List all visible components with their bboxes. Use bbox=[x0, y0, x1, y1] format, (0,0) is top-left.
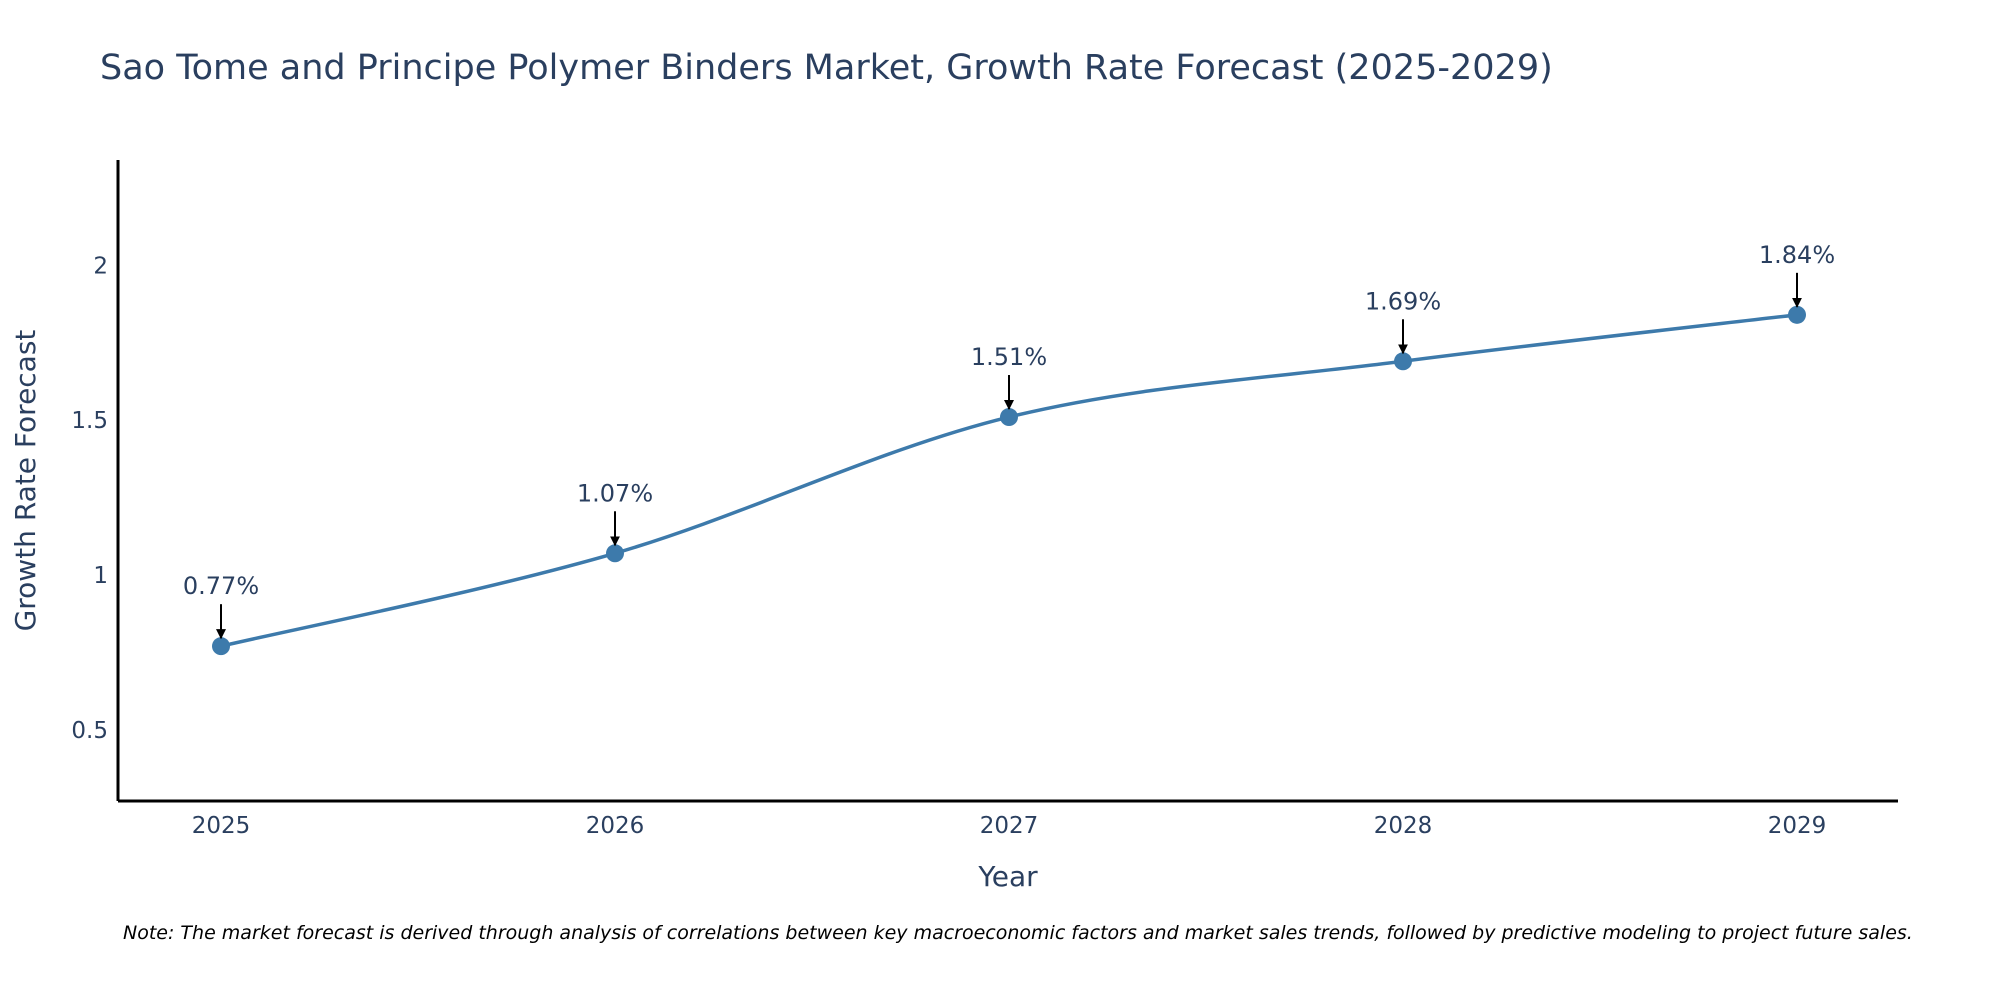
y-tick-label: 0.5 bbox=[71, 718, 108, 744]
data-annotations: 0.77% 1.07% 1.51% 1.69% 1.84% bbox=[183, 241, 1835, 640]
data-label: 1.07% bbox=[577, 479, 653, 507]
data-label: 0.77% bbox=[183, 572, 259, 600]
x-axis-title: Year bbox=[977, 860, 1038, 893]
x-tick-label: 2029 bbox=[1768, 813, 1827, 839]
x-tick-labels: 2025 2026 2027 2028 2029 bbox=[192, 813, 1827, 839]
x-tick-label: 2027 bbox=[980, 813, 1039, 839]
data-markers bbox=[212, 305, 1806, 656]
chart-title: Sao Tome and Principe Polymer Binders Ma… bbox=[100, 48, 1553, 88]
y-tick-labels: 0.5 1 1.5 2 bbox=[71, 253, 108, 743]
data-label: 1.84% bbox=[1759, 241, 1835, 269]
x-tick-label: 2025 bbox=[192, 813, 251, 839]
y-tick-label: 1 bbox=[93, 563, 108, 589]
chart-note: Note: The market forecast is derived thr… bbox=[123, 922, 1913, 944]
data-label: 1.51% bbox=[971, 343, 1047, 371]
y-tick-label: 2 bbox=[93, 253, 108, 279]
data-point bbox=[606, 544, 624, 563]
x-tick-label: 2026 bbox=[586, 813, 645, 839]
data-label: 1.69% bbox=[1365, 287, 1441, 315]
data-point bbox=[1394, 352, 1412, 371]
data-point bbox=[1000, 408, 1018, 427]
data-point bbox=[1788, 305, 1806, 324]
y-tick-label: 1.5 bbox=[71, 408, 108, 434]
y-axis-title: Growth Rate Forecast bbox=[9, 330, 42, 632]
x-tick-label: 2028 bbox=[1374, 813, 1433, 839]
data-point bbox=[212, 637, 230, 656]
